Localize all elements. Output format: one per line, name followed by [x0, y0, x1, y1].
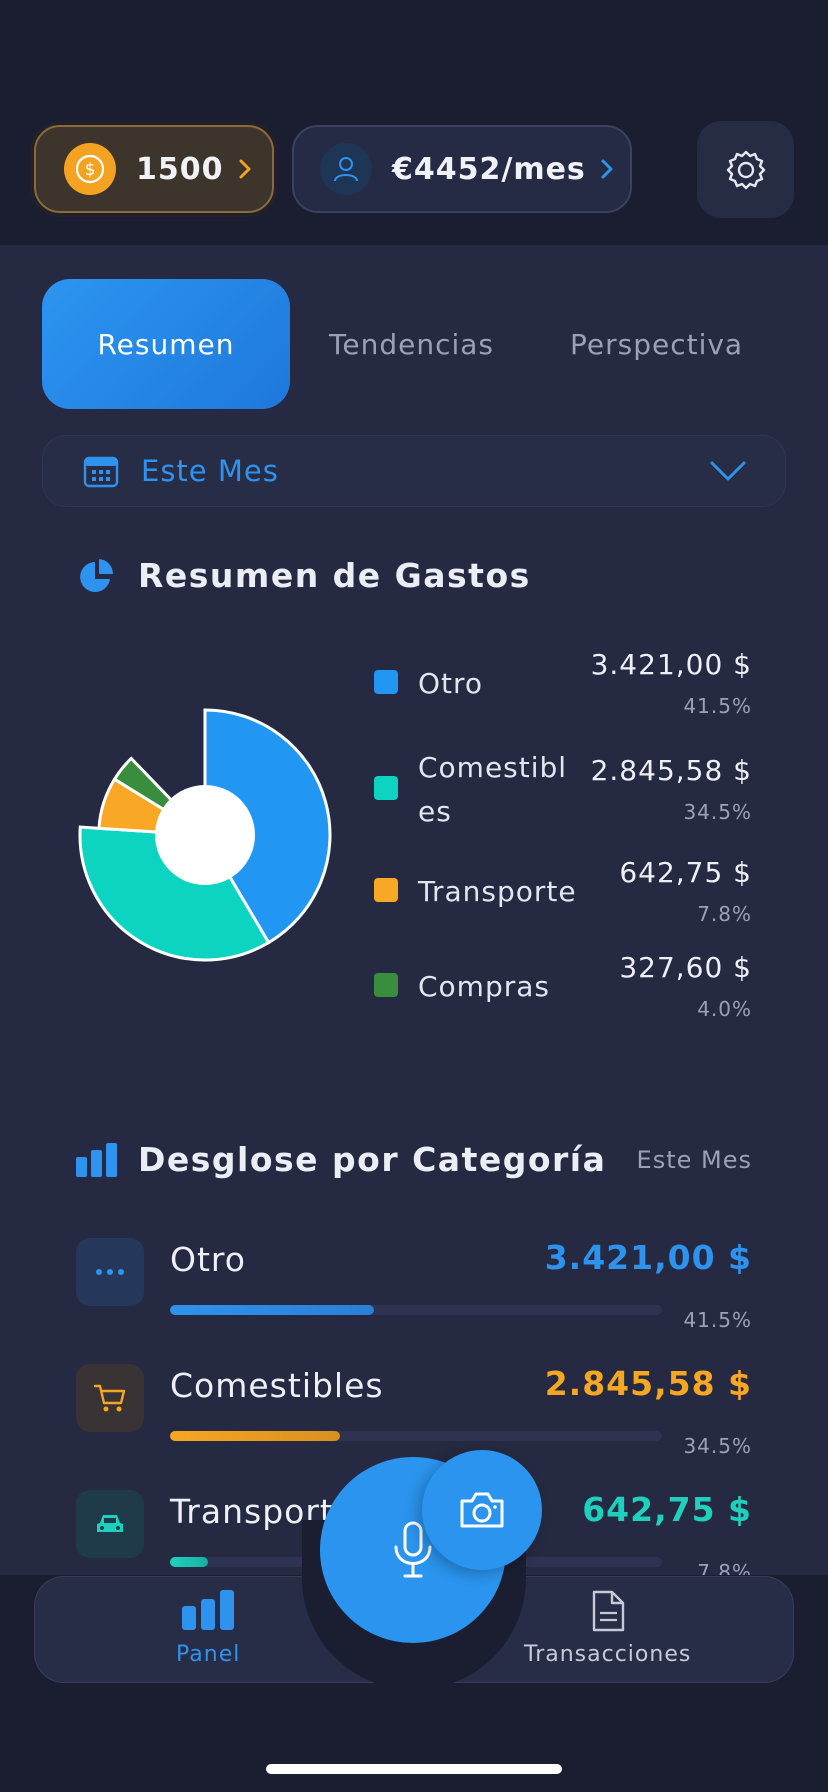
nav-panel-label: Panel [176, 1642, 241, 1667]
coin-icon: $ [64, 143, 116, 195]
category-progress-fill [170, 1557, 209, 1567]
tab-perspectiva[interactable]: Perspectiva [570, 327, 744, 361]
category-amount: 3.421,00 $ [544, 1238, 752, 1277]
category-progress-fill [170, 1305, 375, 1315]
calendar-icon [83, 456, 119, 488]
home-indicator [266, 1764, 562, 1774]
coins-button[interactable]: $ 1500 [34, 125, 274, 213]
nav-transactions-label: Transacciones [524, 1642, 692, 1667]
legend-percent: 7.8% [697, 902, 752, 926]
tab-bar: Resumen Tendencias Perspectiva [42, 279, 786, 409]
budget-value: €4452/mes [392, 151, 586, 187]
legend-value: 3.421,00 $ [590, 648, 752, 681]
microphone-icon [394, 1521, 432, 1578]
legend-swatch [374, 973, 398, 997]
chevron-right-icon [601, 159, 613, 179]
chevron-right-icon [239, 159, 250, 179]
legend-label: Compras [418, 970, 550, 1003]
budget-button[interactable]: €4452/mes [292, 125, 632, 213]
car-icon [76, 1490, 144, 1558]
bar-chart-icon [76, 1142, 117, 1177]
tab-tendencias[interactable]: Tendencias [329, 327, 494, 361]
category-name: Otro [170, 1240, 246, 1279]
legend-swatch [374, 776, 398, 800]
bar-chart-icon [182, 1590, 235, 1630]
legend-value: 2.845,58 $ [590, 754, 752, 787]
nav-panel[interactable]: Panel [176, 1590, 240, 1667]
legend-item-compras: Compras 327,60 $ 4.0% [374, 951, 752, 1031]
legend-label: Otro [418, 667, 484, 700]
breakdown-title: Desglose por Categoría [138, 1140, 607, 1179]
pie-slice-comestibles [78, 825, 271, 962]
settings-button[interactable] [697, 121, 794, 218]
legend-label: Comestibles [418, 751, 568, 828]
legend-swatch [374, 878, 398, 902]
svg-text:$: $ [85, 160, 96, 180]
pie-slice-otro [203, 708, 332, 945]
category-progress [170, 1431, 662, 1441]
category-row-otro[interactable]: Otro 3.421,00 $ 41.5% [76, 1238, 752, 1348]
category-progress-fill [170, 1431, 340, 1441]
breakdown-header: Desglose por Categoría [76, 1140, 606, 1179]
legend-swatch [374, 670, 398, 694]
user-icon [320, 143, 372, 195]
cart-icon [76, 1364, 144, 1432]
legend-item-otro: Otro 3.421,00 $ 41.5% [374, 648, 752, 728]
legend-item-comestibles: Comestibles 2.845,58 $ 34.5% [374, 746, 752, 846]
category-percent: 41.5% [683, 1308, 752, 1332]
legend-label: Transporte [418, 875, 577, 908]
category-amount: 2.845,58 $ [544, 1364, 752, 1403]
category-progress [170, 1305, 662, 1315]
legend-percent: 41.5% [683, 694, 752, 718]
coins-value: 1500 [136, 151, 224, 187]
camera-icon [460, 1492, 504, 1528]
dots-icon [76, 1238, 144, 1306]
breakdown-period: Este Mes [636, 1146, 752, 1174]
gear-icon [726, 150, 765, 189]
legend-value: 642,75 $ [619, 856, 752, 889]
category-row-comestibles[interactable]: Comestibles 2.845,58 $ 34.5% [76, 1364, 752, 1474]
chevron-down-icon [710, 461, 746, 481]
legend-percent: 34.5% [683, 800, 752, 824]
summary-title: Resumen de Gastos [138, 556, 531, 595]
camera-button[interactable] [422, 1450, 542, 1570]
category-percent: 34.5% [683, 1434, 752, 1458]
period-label: Este Mes [141, 454, 279, 488]
category-amount: 642,75 $ [582, 1490, 752, 1529]
pie-chart-icon [80, 558, 114, 592]
category-name: Comestibles [170, 1366, 384, 1405]
legend-value: 327,60 $ [619, 951, 752, 984]
document-icon [592, 1590, 624, 1632]
summary-header: Resumen de Gastos [78, 556, 531, 595]
nav-transactions[interactable]: Transacciones [524, 1590, 691, 1667]
tab-resumen[interactable]: Resumen [42, 279, 290, 409]
expense-pie-chart [78, 708, 332, 962]
legend-percent: 4.0% [697, 997, 752, 1021]
period-selector[interactable]: Este Mes [42, 435, 786, 507]
pie-center-hole [155, 785, 255, 885]
legend-item-transporte: Transporte 642,75 $ 7.8% [374, 856, 752, 936]
